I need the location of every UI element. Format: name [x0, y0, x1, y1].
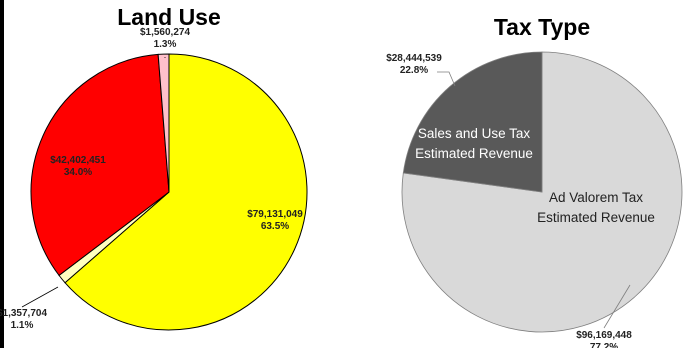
data-label-percent: 22.8%: [400, 65, 428, 76]
data-label-amount: $28,444,539: [386, 53, 442, 64]
pie-slice: [157, 53, 170, 193]
data-label-percent: 34.0%: [64, 167, 92, 178]
data-label-amount: $1,357,704: [0, 308, 47, 319]
chart-title: Tax Type: [494, 14, 590, 40]
leader-line: [21, 286, 59, 308]
pie-slice: [64, 53, 308, 331]
slice-name: Sales and Use Tax: [418, 126, 531, 141]
slice-name: Estimated Revenue: [537, 210, 655, 225]
pie-slice: [401, 51, 683, 333]
data-label-percent: 63.5%: [261, 221, 289, 232]
data-label-amount: $42,402,451: [50, 155, 106, 166]
leader-line: [603, 284, 631, 329]
chart-title: Land Use: [117, 4, 221, 30]
slice-name: Ad Valorem Tax: [549, 190, 643, 205]
data-label-percent: 1.3%: [154, 39, 177, 50]
slice-name: Estimated Revenue: [415, 146, 533, 161]
leader-line: [437, 71, 456, 87]
data-label-percent: 1.1%: [11, 320, 34, 331]
data-label-amount: $96,169,448: [576, 330, 632, 341]
pie-slice: [30, 53, 170, 277]
pie-slice: [402, 51, 543, 193]
data-label-amount: $1,560,274: [140, 27, 190, 38]
data-label-amount: $79,131,049: [247, 209, 303, 220]
data-label-percent: 77.2%: [590, 342, 618, 348]
left-border: [0, 0, 4, 348]
